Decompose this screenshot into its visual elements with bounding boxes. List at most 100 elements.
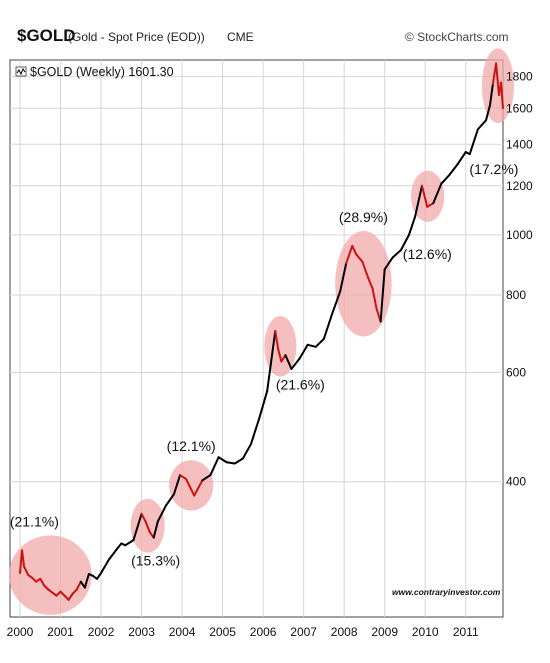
price-line-segment <box>140 512 147 523</box>
brand-label: © StockCharts.com <box>405 30 509 44</box>
price-line-segment <box>476 119 487 131</box>
price-line-segment <box>284 354 293 370</box>
price-line-segment <box>345 244 354 265</box>
x-axis: 2000 2001 2002 2003 2004 2005 2006 2007 2008 2009… <box>7 625 479 639</box>
y-tick-label: 1000 <box>506 228 533 242</box>
price-line-segment <box>277 347 283 363</box>
price-line-segment <box>351 244 358 256</box>
price-line-segment <box>100 558 111 575</box>
x-tick-label: 2005 <box>209 625 236 639</box>
price-line-segment <box>39 577 46 587</box>
price-line-segment <box>144 520 151 533</box>
price-line-segment <box>241 443 252 460</box>
price-line-segment <box>468 128 479 156</box>
price-line-segment <box>193 479 204 497</box>
price-line-segment <box>83 572 90 589</box>
price-line-segment <box>185 478 196 497</box>
x-tick-label: 2007 <box>290 625 317 639</box>
plot-frame <box>9 59 504 618</box>
price-line-segment <box>108 547 119 561</box>
legend-line-icon <box>16 67 26 76</box>
x-tick-label: 2004 <box>169 625 196 639</box>
price-line-segment <box>156 504 167 523</box>
price-line-segment <box>314 337 325 348</box>
price-line-segment <box>217 456 228 464</box>
correction-label: (12.6%) <box>403 246 452 262</box>
price-line-segment <box>298 343 309 360</box>
x-tick-label: 2010 <box>412 625 439 639</box>
price-line-segment <box>75 580 82 591</box>
correction-highlight <box>410 170 445 222</box>
x-tick-label: 2003 <box>128 625 155 639</box>
x-tick-label: 2002 <box>88 625 115 639</box>
price-line-segment <box>432 182 443 205</box>
correction-label: (17.2%) <box>469 161 518 177</box>
price-line-segment <box>209 456 220 477</box>
price-line-segment <box>67 592 74 601</box>
price-line-segment <box>495 62 500 97</box>
x-tick-label: 2000 <box>7 625 34 639</box>
price-line-segment <box>489 83 494 106</box>
price-line-segment <box>306 343 317 348</box>
price-line-segment <box>116 542 123 550</box>
price-line-segment <box>280 354 287 363</box>
price-line-segment <box>258 390 269 420</box>
y-tick-label: 1400 <box>506 137 533 151</box>
price-line-segment <box>407 215 417 236</box>
price-line-segment <box>172 474 182 496</box>
price-line-segment <box>339 262 348 293</box>
y-axis: 400 600 800 1000 1200 1400 1600 1800 <box>506 70 533 489</box>
price-line-segment <box>249 417 261 446</box>
price-line-segment <box>290 357 301 370</box>
price-line-segment <box>21 549 26 568</box>
x-tick-label: 2008 <box>331 625 358 639</box>
price-line-segment <box>414 184 423 218</box>
chart-symbol: $GOLD <box>17 26 76 45</box>
legend-label: $GOLD (Weekly) 1601.30 <box>30 65 174 79</box>
x-tick-label: 2009 <box>371 625 398 639</box>
price-line-segment <box>379 268 386 323</box>
price-line-segment <box>367 277 374 290</box>
price-line-segment <box>132 512 143 542</box>
y-tick-label: 1800 <box>506 70 533 84</box>
correction-highlight <box>169 460 214 511</box>
price-line-segment <box>331 290 342 316</box>
y-tick-label: 1200 <box>506 179 533 193</box>
price-line-segment <box>456 151 467 166</box>
correction-label: (15.3%) <box>131 553 180 569</box>
price-line-segment <box>225 461 236 465</box>
correction-label: (21.1%) <box>10 513 59 529</box>
price-line-segment <box>266 329 277 393</box>
price-line-segment <box>371 287 378 310</box>
chart-description: (Gold - Spot Price (EOD)) <box>68 30 205 44</box>
correction-label: (28.9%) <box>339 209 388 225</box>
price-series <box>19 62 504 601</box>
credit-label: www.contraryinvestor.com <box>392 587 501 597</box>
x-tick-label: 2001 <box>47 625 74 639</box>
x-tick-label: 2006 <box>250 625 277 639</box>
price-line-segment <box>179 474 188 481</box>
exchange-label: CME <box>227 30 254 44</box>
legend-swatch <box>15 66 27 77</box>
y-tick-label: 1600 <box>506 101 533 115</box>
price-line-segment <box>399 233 410 252</box>
correction-label: (12.1%) <box>167 438 216 454</box>
price-line-segment <box>391 249 402 259</box>
price-line-segment <box>383 256 394 271</box>
price-line-segment <box>420 184 429 208</box>
correction-label: (21.6%) <box>276 377 325 393</box>
y-tick-label: 400 <box>506 475 526 489</box>
price-line-segment <box>484 103 492 122</box>
price-line-segment <box>440 173 451 185</box>
correction-labels: (21.1%) (15.3%) (12.1%) (21.6%) (28.9%) (12.6… <box>10 161 519 569</box>
price-line-segment <box>233 457 244 465</box>
price-line-segment <box>95 572 103 580</box>
price-line-segment <box>448 163 459 176</box>
price-line-segment <box>124 539 135 547</box>
price-line-segment <box>322 313 334 340</box>
price-line-segment <box>499 81 504 110</box>
price-line-segment <box>201 474 212 482</box>
price-line-segment <box>426 202 435 208</box>
grid <box>10 60 503 617</box>
